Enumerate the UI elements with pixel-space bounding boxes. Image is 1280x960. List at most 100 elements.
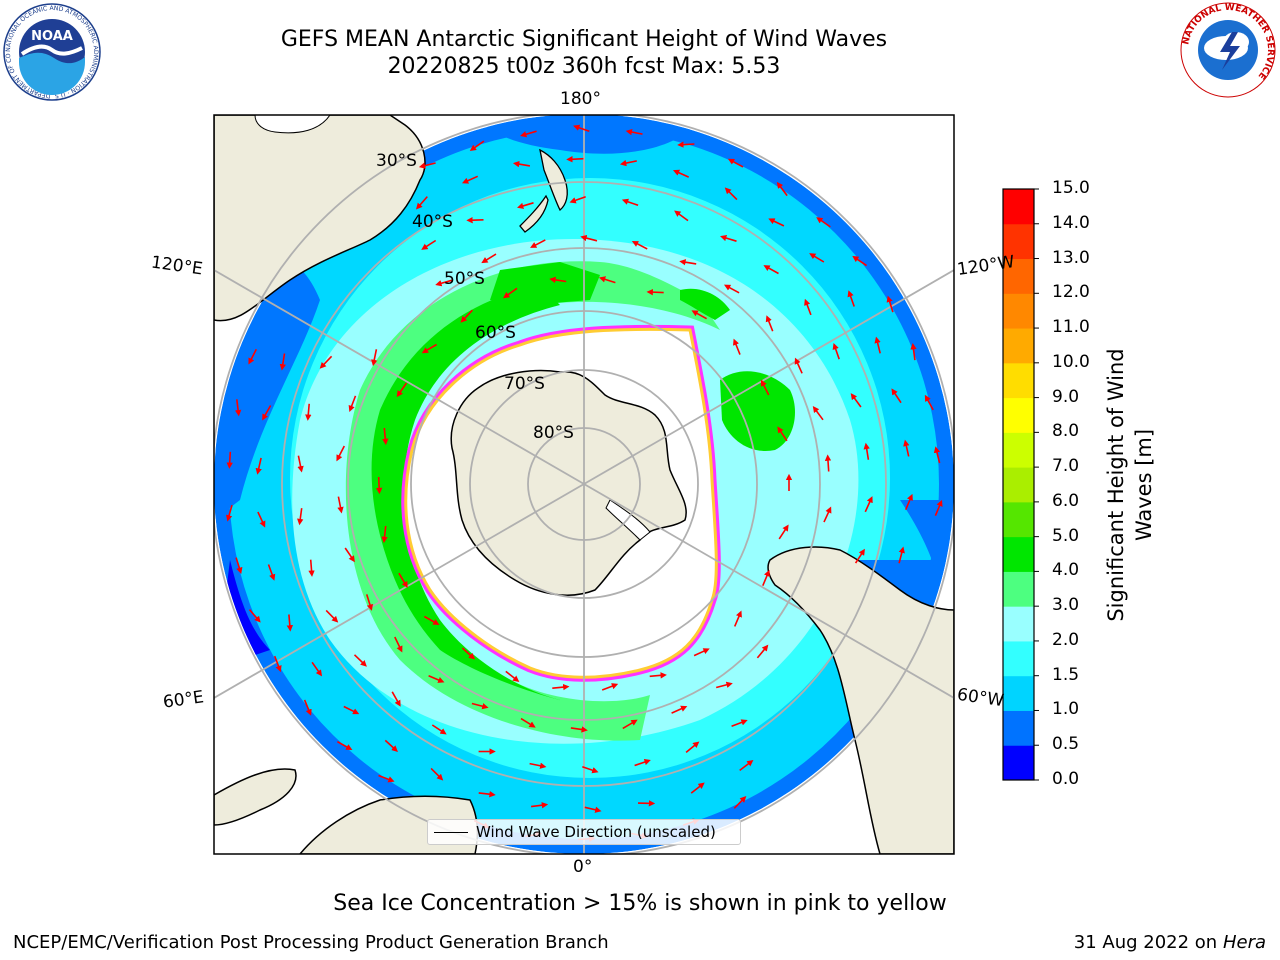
wind-wave-arrow (421, 343, 438, 354)
wind-wave-arrow (847, 290, 855, 307)
lat-label-30s: 30°S (376, 151, 417, 171)
graticule (214, 115, 954, 854)
wind-wave-arrow (739, 759, 754, 772)
wind-wave-arrow (582, 765, 599, 774)
wind-wave-arrow (898, 546, 905, 564)
wind-wave-arrow (267, 564, 276, 581)
colorbar-tick-label: 6.0 (1052, 490, 1080, 511)
wind-wave-arrow (625, 128, 643, 136)
wind-wave-arrow (353, 654, 367, 667)
colorbar-tick-label: 14.0 (1052, 212, 1090, 233)
wind-wave-arrow (549, 276, 567, 284)
wind-wave-arrow (804, 298, 812, 316)
wind-wave-arrow (481, 253, 497, 264)
wind-wave-arrow (520, 717, 536, 728)
wind-wave-arrow (461, 647, 476, 660)
wind-wave-arrow (337, 741, 353, 751)
wind-wave-arrow (430, 767, 444, 781)
wind-wave-arrow (733, 796, 747, 809)
wind-wave-arrow (852, 255, 868, 267)
wind-wave-arrow (904, 493, 913, 511)
wind-wave-arrow (727, 158, 744, 168)
colorbar-tick-label: 3.0 (1052, 595, 1080, 616)
wind-wave-arrow (396, 382, 408, 398)
wind-wave-arrow (303, 699, 312, 716)
wind-wave-arrow (225, 504, 233, 522)
wind-wave-arrow (471, 702, 489, 710)
wind-wave-arrow (693, 648, 710, 657)
wind-wave-arrow (933, 446, 941, 464)
colorbar-tick-label: 2.0 (1052, 629, 1080, 650)
wind-wave-arrow (415, 196, 428, 210)
wind-wave-arrow (832, 342, 840, 360)
wind-wave-arrow (886, 295, 894, 313)
gulf-carpentaria (254, 115, 331, 134)
wind-wave-arrow (809, 253, 825, 263)
wind-wave-arrow (248, 609, 261, 623)
colorbar-segment (1003, 536, 1034, 572)
wind-wave-arrow (297, 508, 304, 526)
footer-producer: NCEP/EMC/Verification Post Processing Pr… (13, 932, 609, 953)
colorbar-segment (1003, 223, 1034, 260)
lat-label-50s: 50°S (444, 269, 485, 289)
wind-wave-arrow (778, 524, 789, 540)
wind-wave-arrow (431, 724, 447, 735)
colorbar-segment (1003, 606, 1034, 642)
colorbar-segment (1003, 328, 1034, 364)
noaa-logo: NATIONAL OCEANIC AND ATMOSPHERIC ADMINIS… (2, 2, 101, 101)
wind-wave-arrow (685, 741, 700, 754)
wind-wave-arrow (343, 705, 360, 715)
meridian-120e (214, 269, 585, 485)
wind-wave-arrow (601, 683, 619, 691)
wind-wave-arrow (762, 569, 770, 587)
colorbar-tick-label: 8.0 (1052, 421, 1080, 442)
colorbar-frame (1002, 188, 1035, 781)
colorbar-tick-label: 4.0 (1052, 560, 1080, 581)
wind-wave-arrow (646, 288, 664, 296)
wind-wave-arrow (768, 218, 785, 227)
colorbar-tick-label: 10.0 (1052, 351, 1090, 372)
wind-wave-arrow (760, 379, 770, 396)
wind-wave-arrow (255, 457, 262, 475)
colorbar-segment (1003, 675, 1034, 711)
wind-wave-arrow (428, 675, 445, 683)
colorbar-segment (1003, 467, 1034, 503)
wind-wave-arrow (672, 169, 690, 178)
wind-wave-arrow (934, 499, 943, 517)
noaa-logo-text: NOAA (31, 29, 73, 44)
new-zealand-south-island (519, 194, 549, 233)
colorbar-segment (1003, 293, 1034, 329)
wind-wave-arrow (824, 454, 832, 472)
wind-wave-arrow (924, 394, 934, 411)
wind-wave-arrow (674, 210, 689, 222)
wind-wave-arrow (671, 705, 688, 714)
lon-label-180: 180° (560, 89, 601, 109)
wind-wave-arrow (763, 265, 779, 275)
wind-wave-arrow (257, 511, 266, 528)
wind-wave-arrow (517, 202, 534, 209)
wind-wave-arrow (520, 130, 537, 138)
colorbar-tick-label: 11.0 (1052, 317, 1090, 338)
wind-wave-arrow (552, 683, 570, 691)
wind-wave-arrow (854, 548, 865, 564)
wind-wave-arrow (598, 276, 616, 284)
wind-wave-arrow (530, 239, 546, 248)
wind-wave-arrow (621, 198, 639, 207)
wind-wave-arrow (891, 388, 902, 404)
colorbar-segment (1003, 640, 1034, 677)
wind-wave-arrow (863, 442, 870, 460)
wind-wave-arrow (794, 357, 803, 374)
colorbar-segment (1003, 397, 1034, 433)
wind-wave-arrow (850, 393, 862, 408)
wind-wave-arrow (226, 451, 233, 469)
wind-wave-arrow (512, 160, 531, 168)
wind-wave-arrow (580, 234, 598, 242)
wind-wave-arrows (225, 124, 943, 842)
colorbar-segment (1003, 710, 1034, 746)
lat-label-40s: 40°S (412, 212, 453, 232)
wind-wave-arrow (910, 343, 917, 361)
footer-machine: Hera (1222, 932, 1266, 953)
colorbar-tick-label: 9.0 (1052, 386, 1080, 407)
wind-wave-arrow (461, 175, 479, 184)
